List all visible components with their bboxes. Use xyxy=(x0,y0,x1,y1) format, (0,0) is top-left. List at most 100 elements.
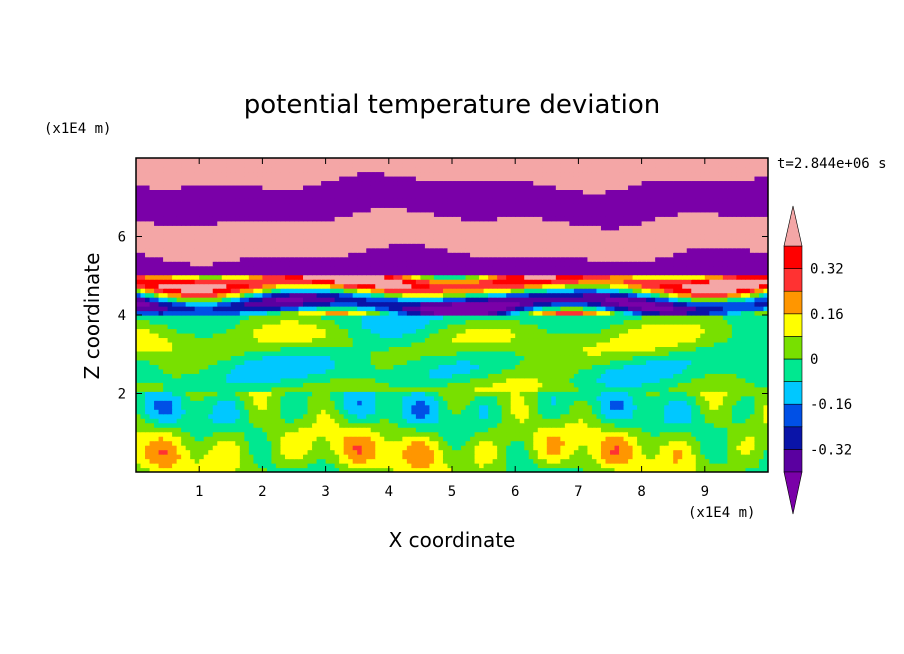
field-cell xyxy=(176,458,182,464)
field-cell xyxy=(573,373,579,379)
field-cell xyxy=(316,355,322,361)
field-cell xyxy=(718,463,724,469)
field-cell xyxy=(479,355,485,361)
field-cell xyxy=(519,319,525,325)
field-cell xyxy=(271,454,277,460)
field-cell xyxy=(722,427,728,433)
field-cell xyxy=(573,454,579,460)
field-cell xyxy=(307,413,313,419)
field-cell xyxy=(303,373,309,379)
field-cell xyxy=(470,386,476,392)
field-cell xyxy=(343,458,349,464)
field-cell xyxy=(411,431,417,437)
field-cell xyxy=(145,386,151,392)
field-cell xyxy=(284,328,291,334)
field-cell xyxy=(163,467,169,472)
field-cell xyxy=(623,445,629,451)
field-cell xyxy=(284,409,291,415)
field-cell xyxy=(357,395,363,401)
field-cell xyxy=(163,337,169,343)
field-cell xyxy=(591,445,598,451)
field-cell xyxy=(136,346,142,352)
field-cell xyxy=(411,436,417,442)
field-cell xyxy=(664,440,670,446)
field-cell xyxy=(555,409,561,415)
field-cell xyxy=(212,431,218,437)
field-cell xyxy=(357,355,363,361)
field-cell xyxy=(149,422,155,428)
field-cell xyxy=(248,359,254,365)
field-cell xyxy=(217,319,223,325)
field-cell xyxy=(569,458,575,464)
field-cell xyxy=(722,341,728,347)
field-cell xyxy=(239,355,245,361)
field-cell xyxy=(610,449,616,455)
field-cell xyxy=(510,310,516,316)
field-cell xyxy=(546,341,552,347)
field-cell xyxy=(248,427,254,433)
field-cell xyxy=(442,350,449,356)
field-cell xyxy=(194,431,200,437)
field-cell xyxy=(149,449,155,455)
field-cell xyxy=(239,467,245,472)
field-cell xyxy=(605,391,611,397)
field-cell xyxy=(352,323,358,330)
field-cell xyxy=(424,310,431,316)
field-cell xyxy=(411,391,417,397)
field-cell xyxy=(185,454,191,460)
field-cell xyxy=(582,458,589,464)
field-cell xyxy=(546,346,552,352)
field-cell xyxy=(641,359,647,365)
field-cell xyxy=(271,422,277,428)
field-cell xyxy=(542,418,548,424)
field-cell xyxy=(343,323,349,330)
field-cell xyxy=(257,413,263,419)
field-cell xyxy=(582,341,589,347)
field-cell xyxy=(190,409,196,415)
field-cell xyxy=(194,323,200,330)
field-cell xyxy=(217,337,223,343)
field-cell xyxy=(208,386,214,392)
field-cell xyxy=(659,391,665,397)
field-cell xyxy=(230,400,236,406)
field-cell xyxy=(713,346,719,352)
field-cell xyxy=(731,436,737,442)
field-cell xyxy=(275,373,282,379)
field-cell xyxy=(370,395,376,401)
field-cell xyxy=(176,328,182,334)
field-cell xyxy=(402,395,408,401)
field-cell xyxy=(212,395,218,401)
field-cell xyxy=(587,391,593,397)
field-cell xyxy=(569,404,575,410)
field-cell xyxy=(614,315,620,321)
field-cell xyxy=(266,310,273,316)
field-cell xyxy=(542,332,548,339)
field-cell xyxy=(578,323,584,330)
field-cell xyxy=(587,440,593,446)
field-cell xyxy=(307,409,313,415)
field-cell xyxy=(691,458,697,464)
field-cell xyxy=(456,454,462,460)
field-cell xyxy=(136,404,142,410)
field-cell xyxy=(303,337,309,343)
field-cell xyxy=(312,463,318,469)
field-cell xyxy=(172,404,178,410)
field-cell xyxy=(749,373,756,379)
field-cell xyxy=(303,458,309,464)
field-cell xyxy=(456,467,462,472)
field-cell xyxy=(555,449,561,455)
field-cell xyxy=(637,359,643,365)
field-cell xyxy=(677,328,683,334)
field-cell xyxy=(343,431,349,437)
field-cell xyxy=(284,431,291,437)
field-cell xyxy=(673,323,679,330)
field-cell xyxy=(321,404,327,410)
field-cell xyxy=(149,382,155,388)
field-cell xyxy=(564,436,570,442)
field-cell xyxy=(555,440,561,446)
field-cell xyxy=(492,463,498,469)
field-cell xyxy=(402,364,408,370)
field-cell xyxy=(244,409,250,415)
field-cell xyxy=(537,386,543,392)
field-cell xyxy=(537,319,543,325)
